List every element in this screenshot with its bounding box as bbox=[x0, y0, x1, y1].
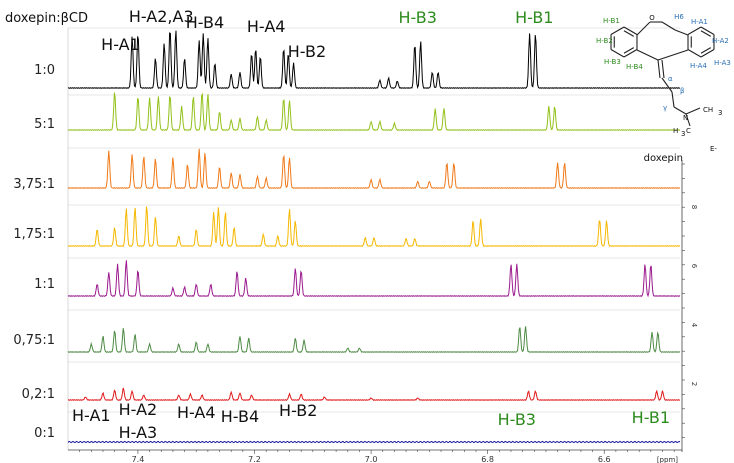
peak-label-top: H-B2 bbox=[288, 42, 326, 61]
x-tick-label: 6.6 bbox=[598, 455, 611, 463]
structure-atom-label: H-A4 bbox=[690, 62, 707, 70]
spectrum-trace bbox=[67, 148, 681, 189]
spectrum-dividers bbox=[67, 27, 680, 450]
structure-atom-label: H-A2 bbox=[712, 37, 729, 45]
structure-bond bbox=[700, 26, 715, 35]
spectrum-traces bbox=[67, 30, 681, 444]
structure-bond bbox=[685, 107, 701, 115]
structure-atom-label: H-B3 bbox=[604, 58, 621, 66]
structure-bond bbox=[623, 30, 635, 37]
structure-bond bbox=[610, 49, 625, 58]
structure-bond bbox=[623, 26, 638, 35]
structure-atom-label: 3 bbox=[718, 109, 722, 117]
ratio-label: 3,75:1 bbox=[13, 177, 55, 192]
peak-label-top: H-A2,A3 bbox=[129, 7, 194, 26]
right-tick-label: 8 bbox=[690, 205, 698, 209]
structure-bond bbox=[673, 106, 687, 115]
structure-bond bbox=[623, 49, 638, 58]
peak-label-bottom: H-A4 bbox=[177, 403, 216, 422]
structure-bond bbox=[657, 49, 689, 61]
structure-bond bbox=[657, 59, 661, 79]
right-tick-label: 4 bbox=[690, 323, 698, 328]
structure-atom-label: N bbox=[683, 114, 688, 122]
structure-bond bbox=[700, 47, 712, 54]
peak-label-bottom: H-B2 bbox=[279, 401, 317, 420]
structure-atom-label: H-A1 bbox=[691, 18, 708, 26]
structure-atom-label: C bbox=[686, 127, 691, 135]
peak-label-bottom: H-A2 bbox=[119, 400, 158, 419]
spectrum-trace bbox=[67, 440, 681, 444]
structure-atom-label: H bbox=[673, 127, 678, 135]
spectrum-trace bbox=[68, 30, 681, 90]
structure-atom-label: γ bbox=[663, 104, 667, 112]
x-axis: 7.4 7.2 7.0 6.8 6.6 [ppm] bbox=[68, 449, 682, 463]
peak-label-bottom: H-B1 bbox=[632, 408, 670, 427]
structure-atom-label: H-A3 bbox=[714, 59, 731, 67]
right-tick-label: 6 bbox=[690, 264, 698, 269]
structure-bond bbox=[674, 29, 689, 36]
structure-atom-label: H-B1 bbox=[603, 17, 620, 25]
right-tick-label: 2 bbox=[690, 382, 698, 386]
x-tick-label: 7.4 bbox=[132, 455, 145, 463]
ratio-label: 1:0 bbox=[34, 63, 55, 78]
structure-bond bbox=[687, 49, 702, 58]
structure-atom-label: H6 bbox=[674, 13, 684, 21]
peak-label-bottom: H-A3 bbox=[119, 423, 158, 442]
peak-label-top: H-B4 bbox=[186, 13, 224, 32]
spectrum-trace bbox=[67, 387, 680, 402]
x-tick-label: 7.0 bbox=[365, 455, 378, 463]
structure-bond bbox=[636, 21, 651, 36]
peak-label-top: H-A4 bbox=[247, 17, 286, 36]
peak-label-bottom: H-A1 bbox=[72, 406, 111, 425]
right-axis: 8 6 4 2 bbox=[681, 160, 698, 452]
ratio-labels: 1:0 5:1 3,75:1 1,75:1 1:1 0,75:1 0,2:1 0:1 bbox=[13, 63, 55, 441]
peak-label-bottom: H-B4 bbox=[221, 407, 259, 426]
ratio-label: 1,75:1 bbox=[13, 227, 55, 242]
structure-bond bbox=[700, 30, 712, 37]
peak-label-top: H-B3 bbox=[399, 8, 437, 27]
structure-atom-label: H-B4 bbox=[626, 63, 643, 71]
structure-atom-label: H-B2 bbox=[596, 37, 613, 45]
x-tick-label: 6.8 bbox=[481, 455, 494, 463]
structure-title: doxepin bbox=[644, 153, 683, 164]
structure-bond bbox=[700, 49, 715, 58]
ratio-label: 0,2:1 bbox=[22, 387, 55, 402]
ratio-label: 1:1 bbox=[34, 277, 55, 292]
spectrum-trace bbox=[67, 260, 681, 298]
doxepin-structure: doxepin O H6 H-B1 H-B2 H-B3 H-B4 H-A1 H-A2 H-A3 H-… bbox=[596, 13, 731, 164]
structure-atom-label: O bbox=[649, 14, 655, 22]
ratio-label: 0,75:1 bbox=[13, 333, 55, 348]
x-tick-label: 7.2 bbox=[248, 455, 261, 463]
structure-bond bbox=[687, 26, 702, 35]
peak-labels: H-A1H-A2,A3H-B4 H-A4H-B2H-B3 H-B1H-A1 H-A2H… bbox=[72, 7, 670, 442]
peak-label-top: H-A1 bbox=[101, 35, 140, 54]
ratio-label: 5:1 bbox=[34, 117, 55, 132]
structure-bond bbox=[636, 49, 659, 61]
structure-atom-label: 3 bbox=[681, 130, 685, 138]
structure-bond bbox=[685, 113, 691, 127]
ratio-label: 0:1 bbox=[34, 426, 55, 441]
structure-atom-label: CH bbox=[703, 106, 713, 114]
spectrum-trace bbox=[67, 92, 681, 132]
peak-label-top: H-B1 bbox=[515, 8, 553, 27]
structure-atom-label: E- bbox=[710, 145, 717, 153]
structure-atom-label: α bbox=[668, 75, 673, 83]
structure-bond bbox=[661, 59, 665, 79]
structure-bond bbox=[661, 21, 676, 31]
structure-bond bbox=[623, 47, 635, 54]
structure-atom-label: β bbox=[680, 87, 684, 95]
peak-label-bottom: H-B3 bbox=[498, 410, 536, 429]
spectrum-trace bbox=[67, 206, 681, 248]
structure-bond bbox=[661, 77, 673, 93]
spectrum-trace bbox=[67, 326, 681, 353]
x-axis-unit: [ppm] bbox=[657, 456, 678, 463]
row-header: doxepin:βCD bbox=[5, 11, 88, 26]
structure-bond bbox=[671, 91, 675, 108]
structure-bond bbox=[610, 26, 625, 35]
row-header-label: doxepin:βCD bbox=[5, 11, 88, 26]
